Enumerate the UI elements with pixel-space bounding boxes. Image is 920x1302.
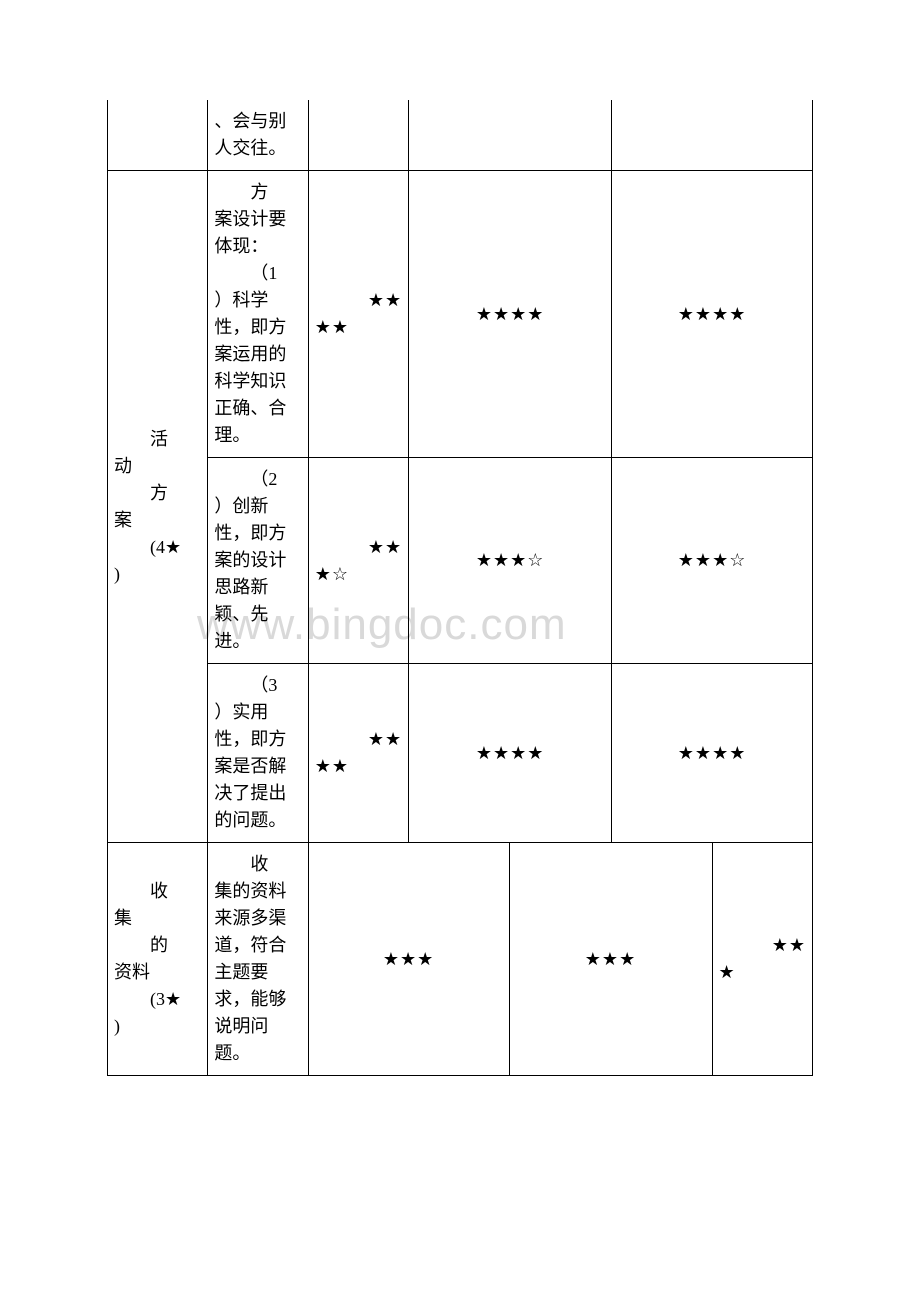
rating-cell: ★★ ★★ xyxy=(308,664,408,843)
category-text: 资料 xyxy=(114,959,201,986)
table-row: 活 动 方 案 (4★ ) 方 案设计要体现： （1 ）科学性，即方案运用的科学… xyxy=(108,171,813,458)
rating-cell: ★★ ★ xyxy=(712,843,812,1076)
table-row: 收 集 的 资料 (3★ ) 收 集的资料来源多渠道，符合主题要求，能够说明问题… xyxy=(108,843,813,1076)
evaluation-table: 、会与别人交往。 活 动 方 案 (4★ ) 方 案设计要体现： （1 ）科学性… xyxy=(107,100,813,1076)
rating-cell: ★★★★ xyxy=(409,664,612,843)
desc-text: 、会与别人交往。 xyxy=(214,111,286,158)
category-text: (4★ xyxy=(114,534,201,561)
rating-stars: ★★★★ xyxy=(678,304,747,324)
category-text: 的 xyxy=(114,932,201,959)
category-cell-collect: 收 集 的 资料 (3★ ) xyxy=(108,843,208,1076)
desc-cell: 方 案设计要体现： （1 ）科学性，即方案运用的科学知识正确、合理。 xyxy=(208,171,308,458)
rating-stars: ★★★★ xyxy=(476,743,545,763)
rating-cell: ★★ ★☆ xyxy=(308,458,408,664)
desc-text: 案设计要体现： xyxy=(214,209,286,256)
rating-stars: ★★★★ xyxy=(476,304,545,324)
rating-cell: ★★ ★★ xyxy=(308,171,408,458)
rating-stars: ★★ xyxy=(719,932,806,959)
rating-cell: ★★★★ xyxy=(409,171,612,458)
rating-cell: ★★★☆ xyxy=(409,458,612,664)
rating-stars: ★★ xyxy=(315,753,402,780)
category-cell-plan: 活 动 方 案 (4★ ) xyxy=(108,171,208,843)
document-table-container: www.bingdoc.com 、会与别人交往。 活 动 xyxy=(107,100,813,1076)
rating-cell xyxy=(409,100,612,171)
rating-stars: ★★★★ xyxy=(678,743,747,763)
rating-cell: ★★★☆ xyxy=(612,458,813,664)
rating-cell xyxy=(308,100,408,171)
rating-cell: ★★★ xyxy=(308,843,509,1076)
category-text: 集 xyxy=(114,905,201,932)
desc-cell: 收 集的资料来源多渠道，符合主题要求，能够说明问题。 xyxy=(208,843,308,1076)
rating-cell xyxy=(612,100,813,171)
desc-text: （2 xyxy=(214,466,301,493)
desc-text: ）创新性，即方案的设计思路新颖、先进。 xyxy=(214,496,286,651)
category-text: 案 xyxy=(114,507,201,534)
category-cell-empty xyxy=(108,100,208,171)
rating-stars: ★★ xyxy=(315,534,402,561)
desc-cell: 、会与别人交往。 xyxy=(208,100,308,171)
desc-text: （1 xyxy=(214,260,301,287)
category-text: (3★ xyxy=(114,986,201,1013)
rating-stars: ★★★ xyxy=(383,949,434,969)
table-row: （2 ）创新性，即方案的设计思路新颖、先进。 ★★ ★☆ ★★★☆ ★★★☆ xyxy=(108,458,813,664)
desc-text: （3 xyxy=(214,672,301,699)
rating-cell: ★★★★ xyxy=(612,664,813,843)
desc-text: ）科学性，即方案运用的科学知识正确、合理。 xyxy=(214,290,286,445)
desc-cell: （3 ）实用性，即方案是否解决了提出的问题。 xyxy=(208,664,308,843)
desc-cell: （2 ）创新性，即方案的设计思路新颖、先进。 xyxy=(208,458,308,664)
rating-stars: ★★ xyxy=(315,726,402,753)
category-text: 方 xyxy=(114,480,201,507)
category-text: 动 xyxy=(114,453,201,480)
desc-text: ）实用性，即方案是否解决了提出的问题。 xyxy=(214,702,286,830)
table-row: （3 ）实用性，即方案是否解决了提出的问题。 ★★ ★★ ★★★★ ★★★★ xyxy=(108,664,813,843)
table-row: 、会与别人交往。 xyxy=(108,100,813,171)
rating-stars: ★★★☆ xyxy=(678,550,747,570)
desc-text: 方 xyxy=(214,179,301,206)
rating-stars: ★★ xyxy=(315,314,402,341)
category-text: 收 xyxy=(114,878,201,905)
rating-stars: ★★★ xyxy=(585,949,636,969)
desc-text: 集的资料来源多渠道，符合主题要求，能够说明问题。 xyxy=(214,881,286,1063)
rating-stars: ★★★☆ xyxy=(476,550,545,570)
rating-stars: ★ xyxy=(719,959,806,986)
rating-stars: ★★ xyxy=(315,287,402,314)
rating-stars: ★☆ xyxy=(315,561,402,588)
category-text: ) xyxy=(114,1013,201,1040)
desc-text: 收 xyxy=(214,851,301,878)
category-text: 活 xyxy=(114,426,201,453)
rating-cell: ★★★ xyxy=(509,843,712,1076)
rating-cell: ★★★★ xyxy=(612,171,813,458)
category-text: ) xyxy=(114,561,201,588)
